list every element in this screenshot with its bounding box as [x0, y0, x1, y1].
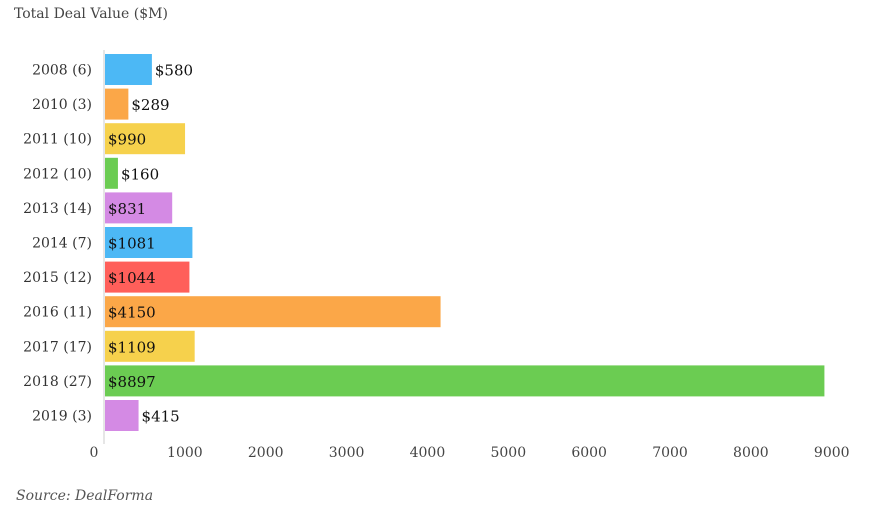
bar	[105, 400, 139, 431]
bar	[105, 123, 186, 155]
value-label: $289	[131, 96, 169, 114]
value-label: $580	[155, 62, 193, 80]
value-label: $1109	[108, 338, 156, 356]
x-tick-label: 1000	[167, 445, 203, 461]
x-tick-label: 7000	[652, 445, 688, 461]
x-tick-label: 9000	[814, 445, 850, 461]
category-label: 2019 (3)	[32, 409, 92, 425]
value-label: $1044	[108, 269, 156, 287]
category-label: 2008 (6)	[32, 63, 92, 79]
value-label: $8897	[108, 373, 156, 391]
x-tick-label: 4000	[410, 445, 446, 461]
bar	[105, 261, 190, 293]
value-label: $1081	[108, 235, 156, 253]
x-tick-label: 2000	[248, 445, 284, 461]
category-label: 2011 (10)	[23, 132, 92, 148]
category-label: 2010 (3)	[32, 97, 92, 113]
chart-title: Total Deal Value ($M)	[14, 6, 168, 22]
x-tick-label: 8000	[733, 445, 769, 461]
category-label: 2018 (27)	[23, 374, 92, 390]
value-label: $4150	[108, 304, 156, 322]
x-tick-label: 0	[90, 445, 99, 461]
bar	[105, 54, 152, 85]
value-label: $990	[108, 131, 146, 149]
bar	[105, 365, 825, 397]
bar	[105, 88, 129, 120]
value-label: $831	[108, 200, 146, 218]
chart-source: Source: DealForma	[16, 488, 154, 504]
bar	[105, 227, 193, 258]
x-tick-label: 5000	[490, 445, 526, 461]
category-label: 2017 (17)	[23, 339, 92, 355]
value-label: $160	[121, 165, 159, 183]
category-label: 2012 (10)	[23, 166, 92, 182]
bar	[105, 330, 195, 362]
x-tick-label: 3000	[329, 445, 365, 461]
category-label: 2015 (12)	[23, 270, 92, 286]
bar	[105, 157, 118, 189]
category-label: 2016 (11)	[23, 305, 92, 321]
bar	[105, 192, 173, 224]
x-tick-label: 6000	[571, 445, 607, 461]
bar	[105, 296, 441, 328]
value-label: $415	[142, 408, 180, 426]
category-label: 2013 (14)	[23, 201, 92, 217]
category-label: 2014 (7)	[32, 236, 92, 252]
